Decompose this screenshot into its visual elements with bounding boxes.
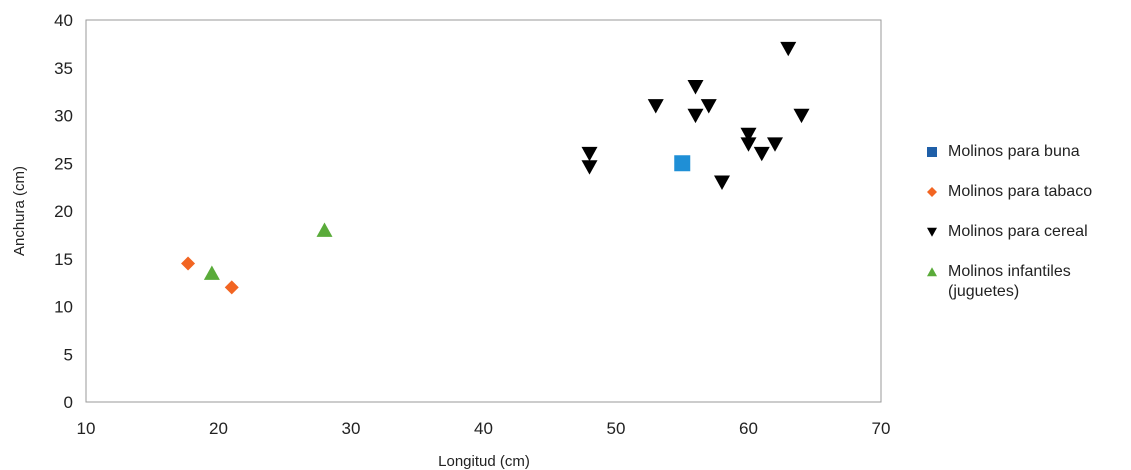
y-axis-title: Anchura (cm) — [11, 166, 28, 256]
x-axis-title: Longitud (cm) — [438, 453, 530, 470]
x-tick-label: 70 — [872, 419, 891, 438]
y-tick-label: 20 — [54, 202, 73, 221]
plot-area — [85, 19, 882, 403]
legend-item-series-2: Molinos para cereal — [924, 222, 1128, 242]
legend-label: Molinos para tabaco — [948, 183, 1093, 200]
legend-label: Molinos para cereal — [948, 223, 1088, 240]
legend-item-series-3: Molinos infantiles (juguetes) — [924, 262, 1128, 302]
legend-label: Molinos infantiles (juguetes) — [948, 263, 1071, 300]
data-point-series-2 — [793, 108, 810, 124]
x-axis-ticks: 10 20 30 40 50 60 70 — [77, 419, 891, 438]
x-tick-label: 10 — [77, 419, 96, 438]
y-tick-label: 35 — [54, 59, 73, 78]
x-tick-label: 20 — [209, 419, 228, 438]
data-point-series-2 — [740, 137, 757, 152]
data-point-series-2 — [740, 127, 757, 143]
data-point-series-1 — [181, 256, 196, 271]
legend-item-series-0: Molinos para buna — [924, 142, 1128, 162]
data-point-series-0 — [674, 155, 691, 172]
data-point-series-2 — [581, 146, 598, 162]
y-tick-label: 25 — [54, 154, 73, 173]
data-point-series-2 — [700, 99, 717, 114]
legend-marker-icon — [927, 147, 937, 157]
data-point-series-1 — [224, 280, 239, 295]
data-point-series-2 — [687, 108, 704, 124]
legend-item-series-1: Molinos para tabaco — [924, 182, 1128, 202]
data-point-series-2 — [581, 160, 598, 175]
data-points — [181, 41, 810, 295]
x-tick-label: 30 — [342, 419, 361, 438]
data-point-series-3 — [203, 265, 220, 280]
x-tick-label: 50 — [607, 419, 626, 438]
data-point-series-3 — [316, 222, 333, 237]
legend-label: Molinos para buna — [948, 143, 1080, 160]
legend-marker-icon — [927, 187, 937, 197]
x-tick-label: 40 — [474, 419, 493, 438]
y-tick-label: 40 — [54, 11, 73, 30]
data-point-series-2 — [687, 80, 704, 95]
data-point-series-2 — [647, 99, 664, 114]
data-point-series-2 — [767, 137, 783, 152]
legend-marker-icon — [927, 227, 937, 237]
data-point-series-2 — [753, 146, 770, 162]
y-tick-label: 30 — [54, 107, 73, 126]
data-point-series-2 — [780, 41, 797, 57]
y-tick-label: 5 — [64, 345, 73, 364]
y-tick-label: 0 — [64, 393, 73, 412]
x-tick-label: 60 — [739, 419, 758, 438]
y-axis-ticks: 0 5 10 15 20 25 30 35 40 — [54, 11, 73, 412]
y-tick-label: 10 — [54, 298, 73, 317]
chart-legend: Molinos para buna Molinos para tabaco Moli… — [924, 142, 1128, 322]
data-point-series-2 — [714, 175, 730, 190]
legend-marker-icon — [927, 267, 937, 277]
y-tick-label: 15 — [54, 250, 73, 269]
